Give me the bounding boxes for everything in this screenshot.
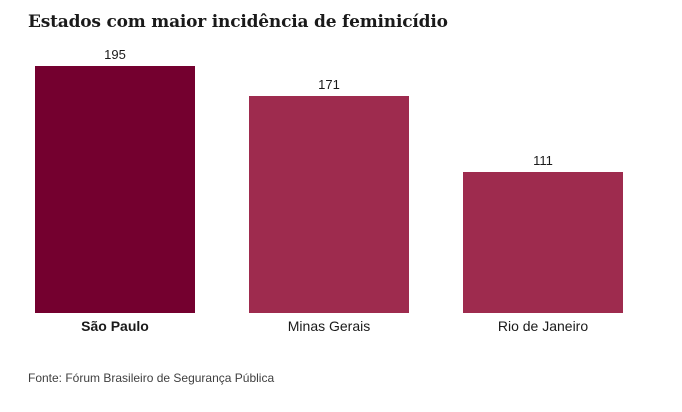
bar-rio-de-janeiro xyxy=(463,172,623,313)
bar-são-paulo xyxy=(35,66,195,313)
chart-title: Estados com maior incidência de feminicí… xyxy=(28,12,448,32)
bar-minas-gerais xyxy=(249,96,409,313)
bar-value-label: 171 xyxy=(318,77,340,92)
category-label: Minas Gerais xyxy=(287,318,371,334)
bar-value-label: 195 xyxy=(104,47,126,62)
source-note: Fonte: Fórum Brasileiro de Segurança Púb… xyxy=(28,371,275,385)
category-label: São Paulo xyxy=(81,318,149,334)
bar-value-label: 111 xyxy=(533,153,553,168)
category-label: Rio de Janeiro xyxy=(497,318,589,334)
